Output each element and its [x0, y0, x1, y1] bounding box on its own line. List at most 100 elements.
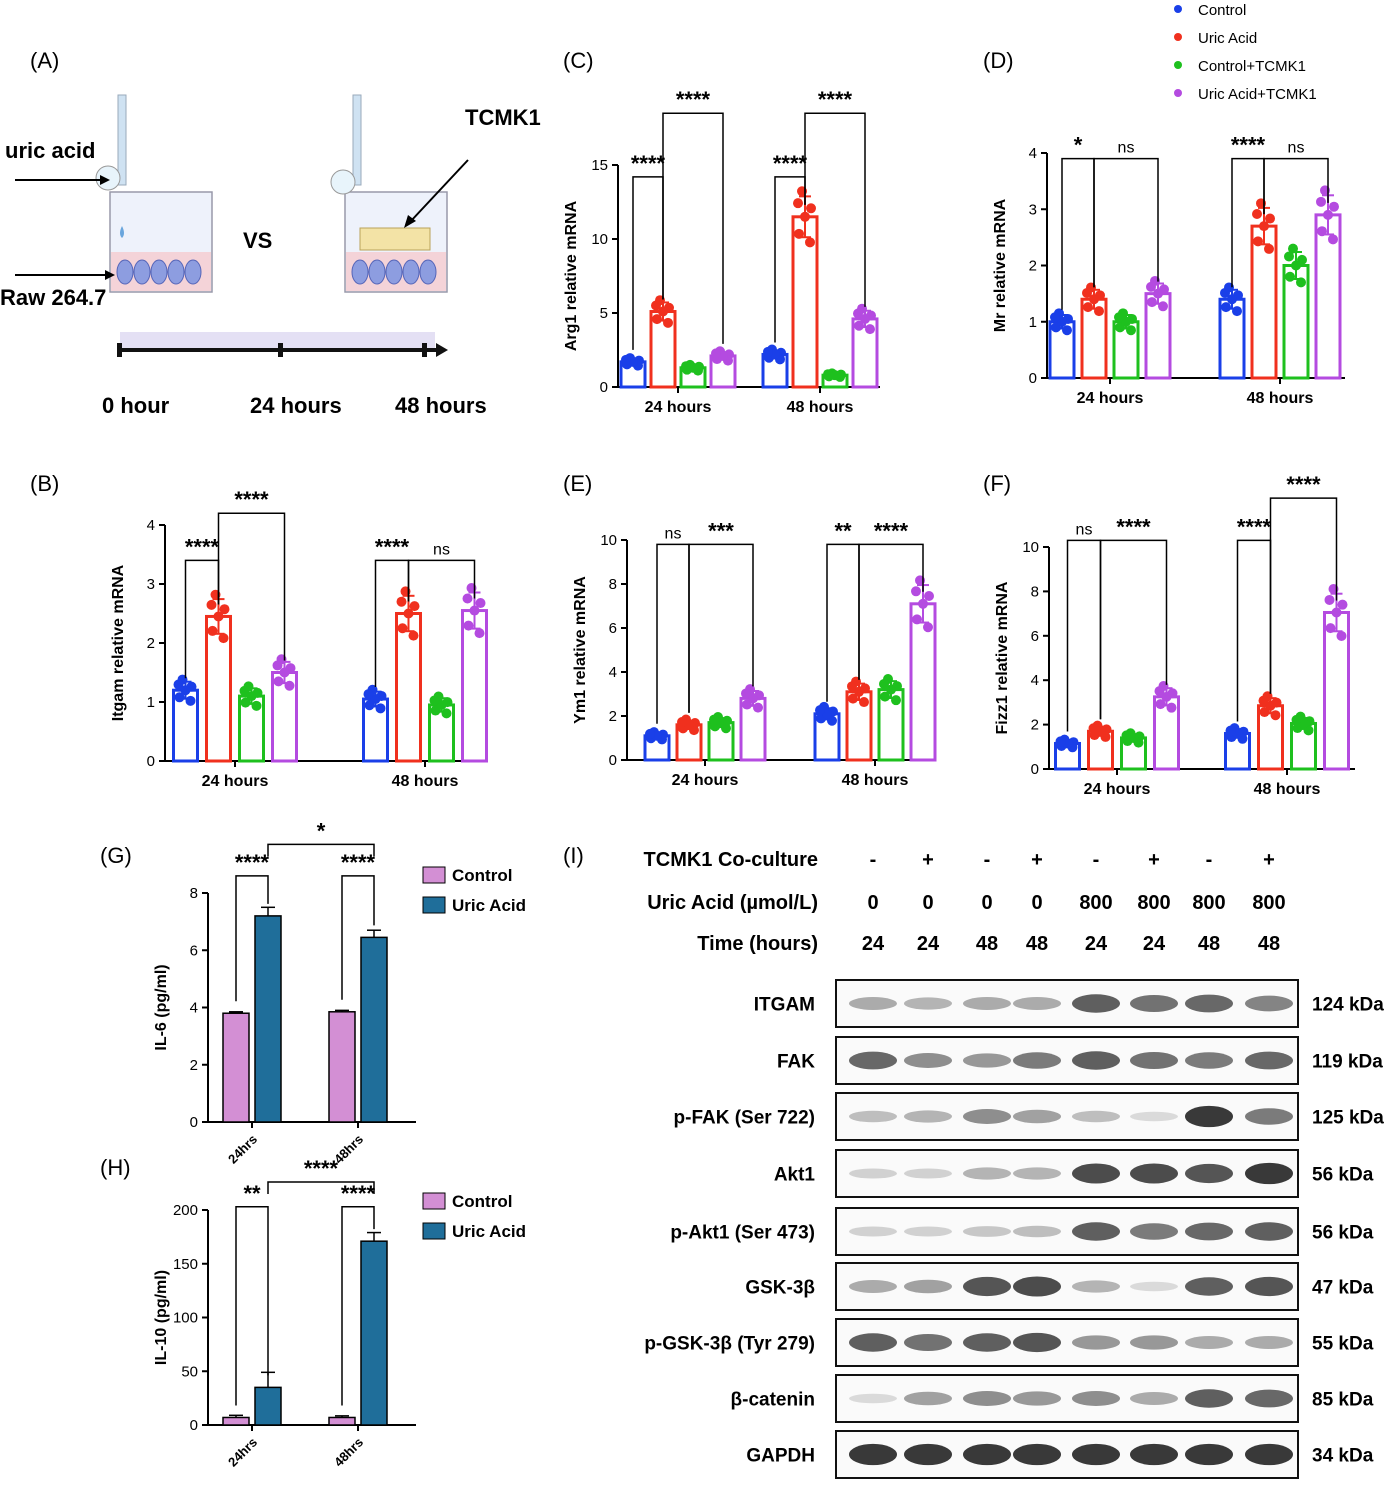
data-point	[742, 699, 752, 710]
sig-label: ns	[433, 541, 450, 558]
legend-swatch	[422, 1192, 446, 1210]
x-tick-label: 48 hours	[842, 772, 909, 789]
data-point	[474, 628, 485, 639]
sig-label: ns	[665, 525, 682, 542]
blot-band	[1130, 1335, 1178, 1350]
data-point	[1153, 288, 1163, 299]
blot-header-label: Time (hours)	[697, 933, 818, 955]
blot-band	[1245, 1389, 1293, 1408]
panel-label-a: (A)	[30, 48, 59, 73]
timeline-label-0: 0 hour	[102, 393, 170, 418]
left-cells	[116, 259, 202, 285]
blot-size-label: 55 kDa	[1312, 1334, 1374, 1355]
blot-size-label: 34 kDa	[1312, 1446, 1374, 1467]
sig-bracket	[1263, 157, 1329, 215]
sig-bracket	[1269, 497, 1338, 694]
data-point	[753, 702, 763, 713]
blot-band	[849, 1226, 897, 1237]
data-point	[1265, 213, 1275, 224]
panel-label-e: (E)	[563, 471, 592, 496]
blot-header-value: 800	[1079, 892, 1112, 914]
y-tick-label: 2	[609, 708, 617, 725]
data-point	[273, 676, 284, 687]
blot-band	[1245, 1162, 1293, 1185]
chart-B: 0 1 2 3 4 Itgam relative mRNA 24 hours 48 hours…	[110, 487, 488, 790]
blot-band	[904, 1391, 952, 1406]
data-point	[1220, 287, 1230, 298]
timeline-band	[120, 332, 435, 350]
legend-label: Control	[452, 866, 512, 885]
data-point	[1062, 325, 1072, 336]
sig-label: *	[317, 818, 326, 843]
data-point	[1146, 281, 1156, 292]
data-point	[408, 630, 419, 641]
data-point	[918, 598, 928, 609]
blot-protein-label: ITGAM	[754, 995, 815, 1016]
blot-band	[1185, 1052, 1233, 1069]
blot-header-value: -	[1206, 849, 1213, 871]
data-point	[794, 228, 804, 239]
bar	[254, 1386, 282, 1426]
bar	[254, 915, 282, 1123]
blot-band	[1130, 1443, 1178, 1466]
blot-box	[835, 1262, 1299, 1311]
panel-label-c: (C)	[563, 48, 594, 73]
blot-band	[1130, 1111, 1178, 1122]
data-point	[1331, 607, 1342, 618]
y-tick-label: 10	[591, 231, 608, 248]
data-point	[469, 605, 480, 616]
data-point	[463, 620, 474, 631]
blot-band	[849, 1280, 897, 1293]
data-point	[1288, 243, 1298, 254]
data-point	[1221, 302, 1231, 313]
data-point	[1050, 312, 1060, 323]
blot-header-value: 0	[867, 892, 878, 914]
sig-bracket	[217, 512, 286, 661]
panel-label-h: (H)	[100, 1155, 131, 1180]
sig-label: ****	[185, 534, 220, 559]
blot-header-value: 800	[1252, 892, 1285, 914]
bar	[328, 1011, 356, 1123]
blot-band	[963, 1333, 1011, 1352]
y-tick-label: 4	[190, 1000, 198, 1017]
blot-header-value: 48	[1198, 933, 1220, 955]
right-reservoir	[330, 169, 356, 195]
blot-band	[1185, 1336, 1233, 1349]
blot-size-label: 85 kDa	[1312, 1390, 1374, 1411]
blot-size-label: 56 kDa	[1312, 1165, 1374, 1186]
blot-band	[963, 1053, 1011, 1068]
data-point	[658, 306, 668, 317]
y-tick-label: 4	[609, 664, 617, 681]
blot-size-label: 124 kDa	[1312, 995, 1384, 1016]
blot-band	[1245, 1051, 1293, 1070]
blot-header-value: -	[1093, 849, 1100, 871]
data-point	[923, 622, 933, 633]
sig-bracket	[1093, 157, 1159, 288]
data-point	[173, 679, 184, 690]
sig-bracket	[804, 112, 866, 307]
blot-header-value: 48	[1026, 933, 1048, 955]
blot-protein-label: p-Akt1 (Ser 473)	[670, 1223, 815, 1244]
blot-band	[1245, 995, 1293, 1012]
y-tick-label: 4	[147, 517, 155, 534]
blot-header-value: 800	[1192, 892, 1225, 914]
sig-label: ****	[1231, 133, 1266, 158]
data-point	[397, 623, 408, 634]
y-tick-label: 8	[609, 576, 617, 593]
blot-size-label: 119 kDa	[1312, 1052, 1383, 1073]
x-tick-label: 48hrs	[331, 1435, 366, 1470]
blot-header-label: Uric Acid (µmol/L)	[647, 892, 818, 914]
blot-band	[963, 1167, 1011, 1180]
sig-label: ***	[708, 518, 734, 543]
sig-label: ns	[1118, 140, 1135, 157]
data-point	[251, 700, 262, 711]
data-point	[859, 697, 869, 708]
legend-swatch	[422, 1222, 446, 1240]
data-point	[213, 611, 224, 622]
data-point	[1055, 736, 1066, 747]
data-point	[1114, 312, 1124, 323]
right-pipette	[352, 94, 362, 186]
data-point	[886, 684, 896, 695]
